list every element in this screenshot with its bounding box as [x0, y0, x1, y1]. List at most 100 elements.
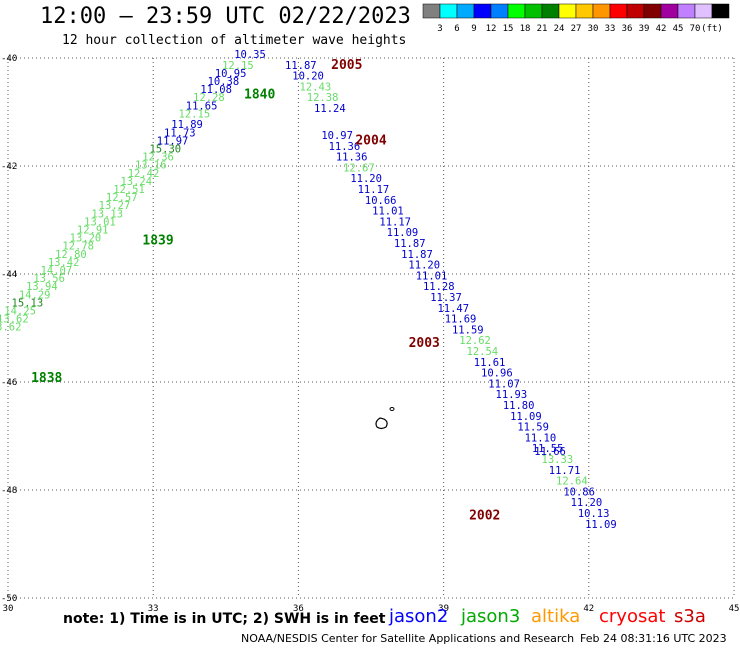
legend-label: 39 — [639, 24, 650, 34]
swh-value-label: 11.10 — [525, 432, 557, 444]
swh-value-label: 13.27 — [99, 200, 131, 212]
y-tick-label: -44 — [1, 270, 17, 280]
swh-value-label: 12.78 — [62, 241, 94, 253]
y-tick-label: -40 — [1, 54, 17, 64]
legend-label: 42 — [656, 24, 667, 34]
satellite-jason3-label: jason3 — [461, 606, 521, 627]
pass-time-label: 2004 — [355, 133, 386, 148]
swh-value-label: 12.51 — [113, 184, 145, 196]
swh-value-label: 11.59 — [452, 324, 484, 336]
pass-time-label: 2003 — [409, 336, 440, 351]
island-outline — [375, 417, 388, 430]
swh-value-label: 13.62 — [0, 314, 29, 326]
swh-value-label: 15.30 — [149, 144, 181, 156]
swh-value-label: 13.56 — [33, 273, 65, 285]
swh-value-label: 10.38 — [208, 76, 240, 88]
swh-value-label: 11.73 — [164, 127, 196, 139]
swh-value-label: 11.20 — [408, 260, 440, 272]
legend-label: 18 — [520, 24, 531, 34]
swh-value-label: 10.20 — [292, 71, 324, 83]
swh-value-label: 12.91 — [77, 225, 109, 237]
swh-value-label: 12.43 — [300, 81, 332, 93]
satellite-cryosat-label: cryosat — [599, 606, 666, 627]
map-plot: 30 33 36 39 42 45-40-42-44-46-48-5010.3512.15… — [0, 49, 740, 614]
swh-value-label: 10.96 — [481, 368, 513, 380]
swh-value-label: 11.66 — [534, 446, 566, 458]
swh-value-label: 11.17 — [379, 216, 411, 228]
swh-value-label: 13.16 — [135, 160, 167, 172]
swh-value-label: 13.01 — [84, 216, 116, 228]
swh-value-label: 12.28 — [193, 92, 225, 104]
swh-value-label: 11.87 — [394, 238, 426, 250]
map-title: 12:00 — 23:59 UTC 02/22/2023 — [40, 4, 411, 29]
swh-value-label: 11.47 — [437, 303, 469, 315]
swh-value-label: 11.55 — [532, 443, 564, 455]
swh-value-label: 12.57 — [106, 192, 138, 204]
swh-value-label: 11.36 — [336, 152, 368, 164]
legend-label: 45 — [673, 24, 684, 34]
swh-value-label: 12.62 — [459, 335, 491, 347]
swh-value-label: 11.01 — [416, 270, 448, 282]
x-tick-label: 33 — [148, 604, 159, 614]
swh-value-label: 12.15 — [222, 60, 254, 72]
swh-value-label: 11.01 — [372, 206, 404, 218]
pass-time-label: 1839 — [142, 233, 173, 248]
swh-value-label: 10.35 — [234, 49, 266, 61]
y-tick-label: -46 — [1, 378, 17, 388]
x-tick-label: 39 — [438, 604, 449, 614]
x-tick-label: 30 — [3, 604, 14, 614]
pass-time-label: 2005 — [331, 58, 362, 73]
swh-value-label: 11.69 — [445, 314, 477, 326]
swh-value-label: 13.24 — [120, 176, 152, 188]
swh-value-label: 12.42 — [128, 168, 160, 180]
swh-value-label: 11.61 — [474, 357, 506, 369]
x-tick-label: 45 — [729, 604, 740, 614]
legend-label: 33 — [605, 24, 616, 34]
legend-label: 9 — [471, 24, 476, 34]
satellite-s3a-label: s3a — [674, 606, 706, 627]
swh-value-label: 11.09 — [387, 227, 419, 239]
satellite-altika-label: altika — [531, 606, 581, 627]
islet-outline — [389, 407, 395, 411]
swh-value-label: 12.15 — [179, 108, 211, 120]
legend-label: 27 — [571, 24, 582, 34]
swh-value-label: 13.33 — [542, 454, 574, 466]
swh-value-label: 11.97 — [157, 135, 189, 147]
legend-label: 21 — [537, 24, 548, 34]
swh-value-label: 11.20 — [571, 497, 603, 509]
pass-time-label: 2002 — [469, 509, 500, 524]
swh-value-label: 11.37 — [430, 292, 462, 304]
swh-value-label: 10.97 — [321, 130, 353, 142]
swh-value-label: 13.20 — [70, 233, 102, 245]
swh-value-label: 11.20 — [350, 173, 382, 185]
swh-value-label: 11.93 — [496, 389, 528, 401]
swh-value-label: 11.17 — [358, 184, 390, 196]
swh-value-label: 11.87 — [401, 249, 433, 261]
swh-value-label: 13.94 — [26, 281, 58, 293]
legend-swatch — [711, 3, 730, 19]
swh-value-label: 13.13 — [91, 208, 123, 220]
swh-value-label: 11.09 — [510, 411, 542, 423]
swh-value-label: 11.80 — [503, 400, 535, 412]
y-tick-label: -50 — [1, 594, 17, 604]
swh-value-label: 11.71 — [549, 465, 581, 477]
map-subtitle: 12 hour collection of altimeter wave hei… — [62, 33, 407, 48]
swh-value-label: 12.36 — [142, 152, 174, 164]
swh-value-label: 12.67 — [343, 162, 375, 174]
swh-value-label: 11.09 — [585, 519, 617, 531]
satellite-jason2-label: jason2 — [389, 606, 449, 627]
legend-label: 70 — [690, 24, 701, 34]
swh-value-label: 11.28 — [423, 281, 455, 293]
swh-value-label: 14.25 — [4, 306, 36, 318]
x-tick-label: 36 — [293, 604, 304, 614]
pass-time-label: 1840 — [244, 88, 275, 103]
legend-label: 6 — [454, 24, 459, 34]
swh-value-label: 11.87 — [285, 60, 317, 72]
swh-value-label: 11.89 — [171, 119, 203, 131]
swh-value-label: 10.66 — [365, 195, 397, 207]
swh-value-label: 11.65 — [186, 100, 218, 112]
track-jason3: 10.3512.1510.9510.3811.0812.2811.6512.15… — [0, 49, 276, 386]
legend-label: 30 — [588, 24, 599, 34]
y-tick-label: -42 — [1, 162, 17, 172]
